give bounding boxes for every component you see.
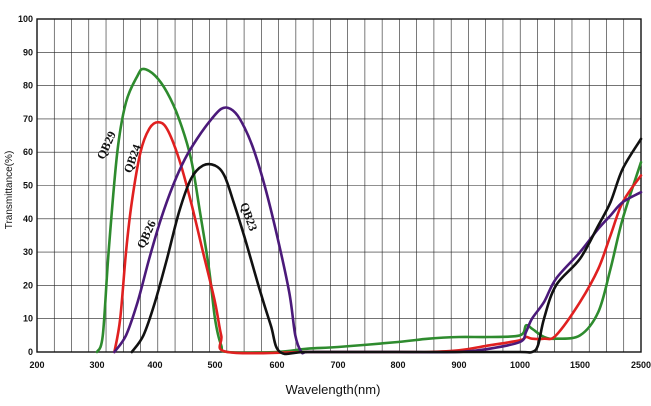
x-tick-label: 700	[330, 360, 345, 370]
x-tick-label: 1500	[570, 360, 590, 370]
x-tick-labels: 200 300 400 500 600 700 800 900 1000 1500 2500	[29, 360, 651, 370]
y-tick-label: 20	[23, 280, 33, 290]
x-tick-label: 300	[89, 360, 104, 370]
series-lines	[95, 67, 643, 356]
y-tick-label: 0	[28, 347, 33, 357]
y-tick-label: 10	[23, 314, 33, 324]
y-tick-label: 80	[23, 81, 33, 91]
y-tick-label: 70	[23, 114, 33, 124]
y-tick-label: 100	[18, 14, 33, 24]
y-tick-label: 90	[23, 47, 33, 57]
y-tick-label: 40	[23, 214, 33, 224]
x-tick-label: 500	[207, 360, 222, 370]
chart-grid	[36, 18, 642, 353]
series-line-qb23	[130, 137, 643, 356]
y-tick-labels: 0 10 20 30 40 50 60 70 80 90 100	[18, 14, 33, 357]
x-axis-label: Wavelength(nm)	[286, 382, 381, 397]
x-tick-label: 800	[390, 360, 405, 370]
x-tick-label: 600	[269, 360, 284, 370]
x-tick-label: 2500	[631, 360, 651, 370]
y-axis-label: Transmittance(%)	[4, 151, 15, 230]
y-tick-label: 30	[23, 247, 33, 257]
x-tick-label: 900	[451, 360, 466, 370]
x-tick-label: 200	[29, 360, 44, 370]
x-tick-label: 1000	[510, 360, 530, 370]
series-line-qb26	[113, 106, 643, 355]
y-tick-label: 50	[23, 181, 33, 191]
series-label-qb29: QB29	[94, 129, 119, 162]
y-tick-label: 60	[23, 147, 33, 157]
x-tick-label: 400	[147, 360, 162, 370]
